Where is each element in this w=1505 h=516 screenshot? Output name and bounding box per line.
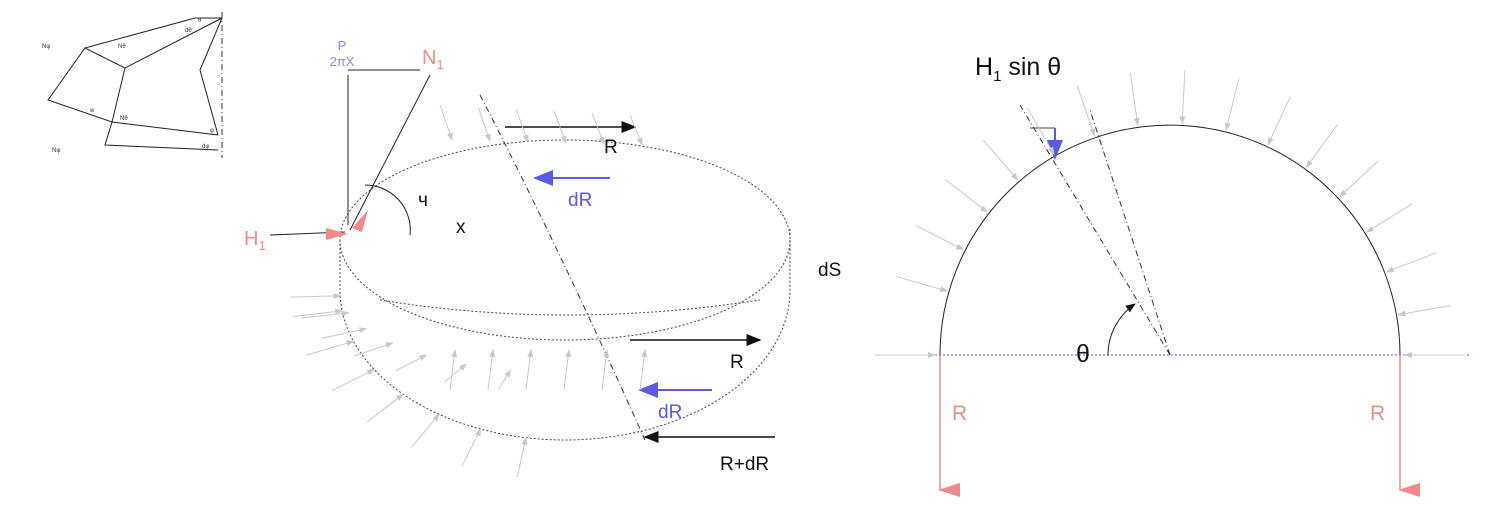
load-arrow: [1179, 70, 1186, 125]
load-arrow: [563, 349, 572, 391]
radius-lines: [1019, 104, 1171, 356]
thumbnail-label: φ: [210, 128, 214, 134]
label: 2πX: [330, 54, 355, 69]
label: H1: [244, 228, 266, 253]
thumbnail-label: Nθ: [120, 116, 128, 122]
thumbnail-label: dθ: [185, 28, 192, 34]
label-sub: 1: [258, 238, 265, 253]
load-arrow: [439, 104, 453, 141]
load-arrow: [1267, 96, 1291, 146]
load-arrow: [306, 340, 355, 356]
ring-diagram: H1 sin θ θ R R: [875, 53, 1470, 497]
load-arrow: [1027, 107, 1055, 155]
label: ч: [418, 190, 428, 211]
thumbnail-label: w: [89, 108, 95, 114]
load-arrow: [1129, 72, 1140, 127]
load-arrow: [322, 327, 368, 339]
label: dR: [658, 402, 682, 423]
load-arrow: [461, 428, 482, 467]
label: R: [604, 137, 618, 158]
thumbnail-frame: [38, 8, 226, 160]
load-arrow: [915, 225, 965, 251]
load-arrow: [525, 349, 534, 391]
pink-arrowheads: [326, 210, 368, 240]
load-arrow: [1385, 252, 1437, 273]
thumbnail-sketch: [47, 17, 223, 151]
load-arrow: [982, 139, 1019, 181]
load-arrow: [639, 349, 648, 391]
label: P: [338, 38, 347, 53]
load-arrow: [1076, 85, 1096, 137]
load-arrow: [300, 310, 350, 319]
force-guides: [269, 69, 431, 236]
load-arrow: [1338, 160, 1379, 198]
label-base: N: [422, 47, 436, 69]
load-arrow: [1397, 305, 1451, 317]
label: dR: [568, 190, 592, 211]
thumbnail-label: Nθ: [118, 44, 126, 50]
load-arrow: [515, 108, 529, 143]
load-arrow: [444, 363, 468, 383]
label: R+dR: [720, 454, 769, 475]
load-arrow: [354, 342, 394, 357]
thumbnail-label: Nφ: [52, 148, 60, 154]
label: H1 sin θ: [975, 53, 1061, 85]
thumbnail: Nφ Nθ w Nθ Nφ θdθ φ dφ: [38, 8, 226, 160]
label-base: H: [975, 53, 993, 81]
label-sub: 1: [993, 68, 1001, 85]
load-arrow: [591, 112, 605, 145]
load-arrow: [553, 110, 567, 144]
label: R: [730, 352, 744, 373]
label: R: [1370, 402, 1385, 425]
label: N1: [422, 47, 444, 72]
label: θ: [1076, 340, 1090, 368]
load-arrow: [1305, 124, 1338, 169]
label-sub: 1: [436, 57, 443, 72]
load-arrow: [395, 354, 428, 372]
load-arrow: [516, 436, 528, 478]
load-arrow: [331, 369, 376, 392]
thumbnail-label: θ: [198, 18, 202, 24]
load-arrow: [290, 292, 342, 299]
top-ring: [339, 139, 791, 341]
label-rest: sin θ: [1001, 53, 1061, 81]
load-arrow: [292, 308, 344, 317]
angle-arc: [1107, 303, 1136, 356]
angle-arc: [364, 184, 411, 236]
shell-diagram: P 2πX N1 H1 ч x R dR dS R dR R+dR: [244, 38, 841, 478]
load-arrow: [1224, 78, 1240, 131]
thumbnail-label: Nφ: [42, 44, 50, 50]
label: R: [952, 402, 967, 425]
load-arrow: [487, 349, 496, 391]
load-arrow: [498, 369, 512, 390]
load-arrow: [601, 349, 610, 391]
load-arrow: [477, 106, 491, 142]
label: dS: [818, 260, 841, 281]
label: x: [456, 217, 466, 238]
inner-curve: [379, 299, 761, 316]
semicircle: [939, 124, 1401, 356]
load-arrow: [449, 349, 458, 391]
load-arrow: [366, 393, 404, 423]
label-base: H: [244, 228, 258, 250]
load-arrow: [895, 275, 948, 293]
meridian: [479, 94, 646, 441]
load-arrow: [410, 413, 440, 448]
load-arrow: [629, 114, 643, 146]
load-arrow: [945, 179, 988, 213]
bottom-ring: [339, 228, 791, 441]
thumbnail-label: dφ: [202, 144, 209, 150]
load-arrow: [1365, 203, 1412, 233]
